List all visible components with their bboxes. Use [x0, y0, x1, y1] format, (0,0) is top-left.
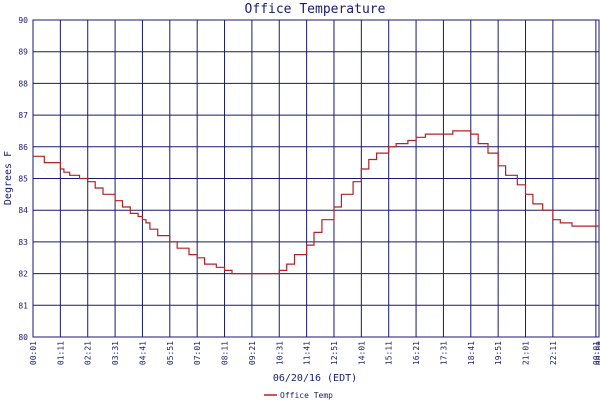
legend-label: Office Temp: [280, 391, 333, 400]
y-axis-label: Degrees F: [3, 151, 14, 205]
y-tick-label: 86: [18, 143, 28, 152]
x-tick-label: 02:21: [84, 341, 93, 365]
y-tick-label: 81: [18, 301, 28, 310]
x-tick-label: 19:51: [494, 341, 503, 365]
chart-title: Office Temperature: [245, 2, 386, 17]
y-tick-label: 82: [18, 270, 28, 279]
x-tick-label: 15:11: [385, 341, 394, 365]
x-tick-label: 16:21: [412, 341, 421, 365]
legend: Office Temp: [264, 391, 333, 400]
x-tick-label: 17:31: [439, 341, 448, 365]
plot-frame: [32, 19, 600, 338]
x-tick-label: 05:51: [166, 341, 175, 365]
y-tick-label: 87: [18, 111, 28, 120]
y-tick-label: 83: [18, 238, 28, 247]
y-tick-label: 85: [18, 175, 28, 184]
y-tick-label: 84: [18, 206, 28, 215]
x-tick-label: 07:01: [193, 341, 202, 365]
x-tick-label: 03:31: [111, 341, 120, 365]
x-tick-label: 21:01: [522, 341, 531, 365]
x-axis-label: 06/20/16 (EDT): [273, 373, 357, 384]
x-tick-label: 01:11: [56, 341, 65, 365]
x-tick-label: 00:01: [592, 341, 600, 365]
x-tick-label: 12:51: [330, 341, 339, 365]
y-tick-label: 89: [18, 48, 28, 57]
x-tick-label: 10:31: [275, 341, 284, 365]
series-lines: [33, 130, 599, 275]
x-tick-label: 04:41: [138, 341, 147, 365]
y-tick-label: 80: [18, 333, 28, 342]
x-tick-labels: 00:01 01:11 02:21 03:31 04:41 05:51 07:01 08:11…: [29, 341, 600, 365]
x-tick-label: 09:21: [248, 341, 257, 365]
x-tick-label: 18:41: [467, 341, 476, 365]
x-tick-label: 00:01: [29, 341, 38, 365]
x-tick-label: 08:11: [221, 341, 230, 365]
series-line-office-temp: [33, 130, 599, 275]
grid-lines: [32, 19, 600, 338]
x-tick-label: 14:01: [357, 341, 366, 365]
x-tick-label: 22:11: [549, 341, 558, 365]
x-tick-label: 11:41: [303, 341, 312, 365]
y-tick-label: 88: [18, 79, 28, 88]
x-tick-label: 00:09: [595, 341, 600, 365]
y-tick-labels: 80 81 82 83 84 85 86 87 88 89 90: [18, 16, 28, 342]
y-tick-label: 90: [18, 16, 28, 25]
